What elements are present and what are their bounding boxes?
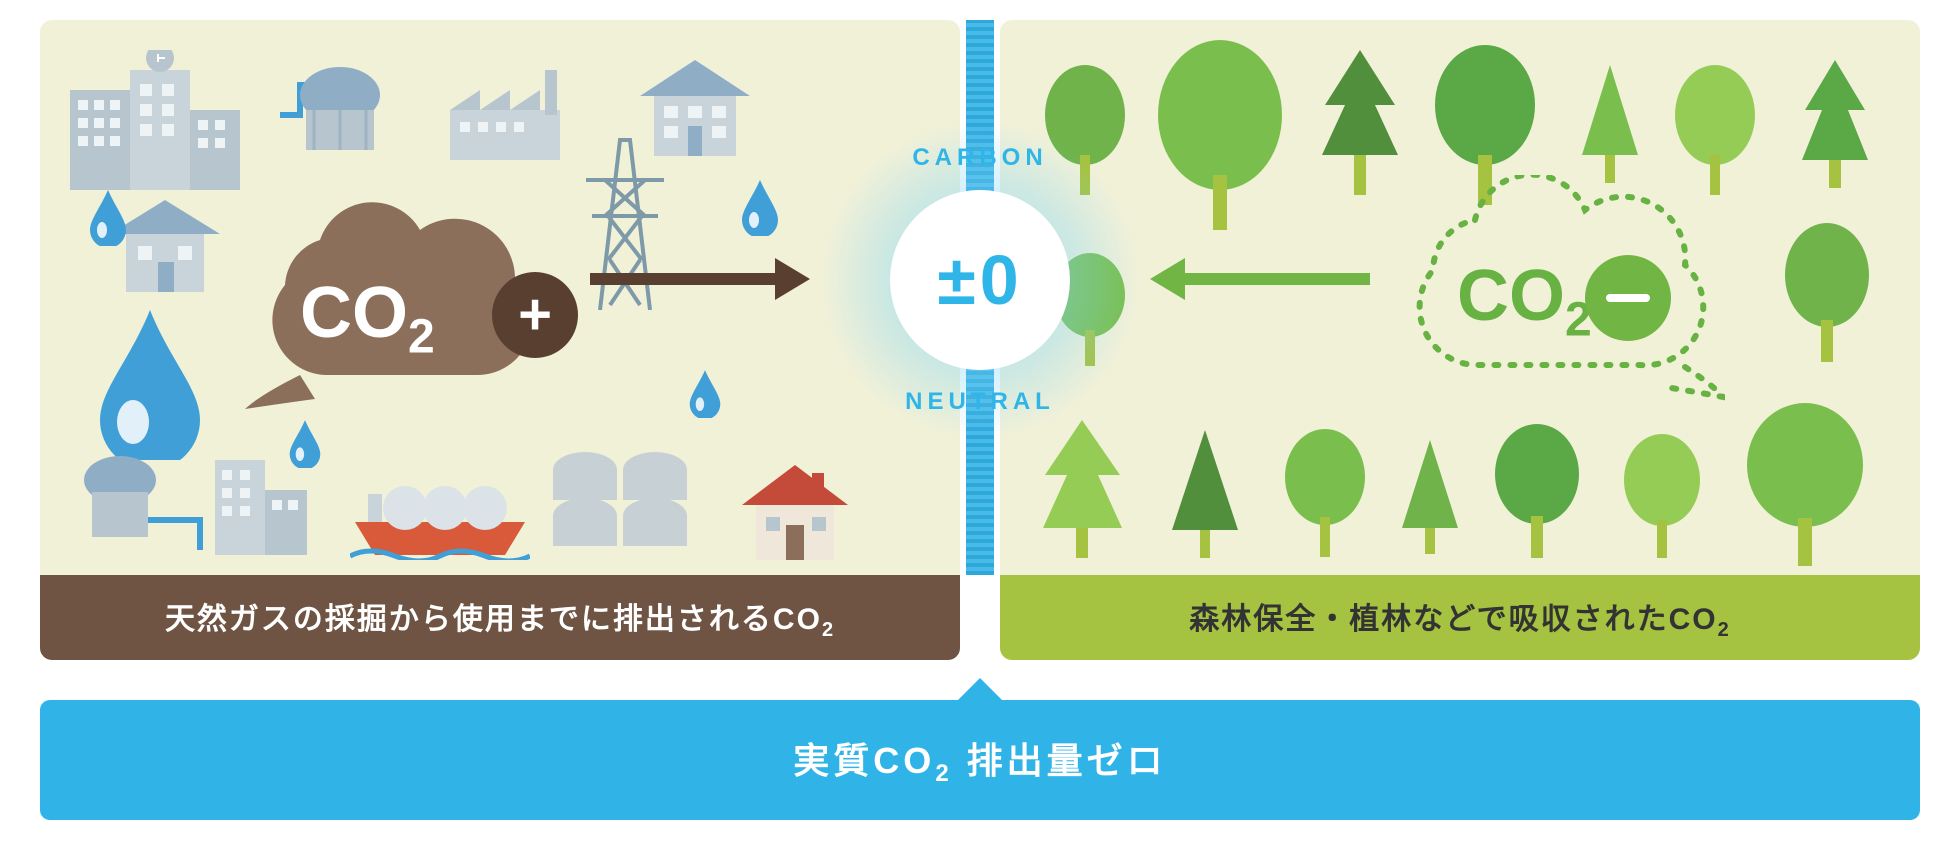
gas-tank-icon <box>280 55 400 165</box>
emissions-panel-body: CO2 + <box>40 20 960 575</box>
gas-tank-small-icon <box>70 450 310 560</box>
tree-icon <box>1040 60 1130 200</box>
net-zero-banner: 実質CO2 排出量ゼロ <box>40 700 1920 820</box>
pine-tree-icon <box>1580 65 1640 185</box>
ship-icon <box>350 460 530 560</box>
tree-icon <box>1740 400 1870 570</box>
pine-tree-icon <box>1170 430 1240 560</box>
red-house-icon <box>740 465 850 565</box>
office-building-icon <box>70 50 240 190</box>
tree-icon <box>1280 425 1370 560</box>
center-divider-bar <box>966 20 994 575</box>
co2-emission-cloud: CO2 + <box>240 200 550 400</box>
emissions-panel: CO2 + <box>40 20 960 660</box>
absorption-footer: 森林保全・植林などで吸収されたCO2 <box>1000 575 1920 660</box>
tree-icon <box>1150 35 1290 235</box>
absorption-panel-body: CO2 <box>1000 20 1920 575</box>
water-drop-icon <box>88 190 128 251</box>
water-drop-icon <box>740 180 780 241</box>
absorption-footer-text: 森林保全・植林などで吸収されたCO2 <box>1189 594 1731 642</box>
minus-badge <box>1585 255 1671 341</box>
tree-icon <box>1050 250 1130 370</box>
tree-icon <box>1490 420 1585 560</box>
tree-icon <box>1620 430 1705 560</box>
emissions-footer-text: 天然ガスの採掘から使用までに排出されるCO2 <box>165 594 835 642</box>
arrow-right-icon <box>590 266 810 292</box>
co2-absorption-cloud: CO2 <box>1385 175 1695 375</box>
co2-cloud-label: CO2 <box>300 272 435 364</box>
factory-icon <box>440 60 580 160</box>
infographic-root: CO2 + <box>40 20 1920 845</box>
tree-icon <box>1780 220 1875 365</box>
pine-tree-icon <box>1800 60 1870 190</box>
pine-tree-icon <box>1040 420 1125 560</box>
storage-tanks-icon <box>540 440 710 550</box>
water-drop-large-icon <box>95 310 205 465</box>
pine-tree-icon <box>1400 440 1460 555</box>
emissions-footer: 天然ガスの採掘から使用までに排出されるCO2 <box>40 575 960 660</box>
absorption-panel: CO2 森林保全・植林などで吸収されたCO2 <box>1000 20 1920 660</box>
co2-cloud-label: CO2 <box>1457 255 1592 347</box>
water-drop-icon <box>688 370 722 423</box>
banner-text: 実質CO2 排出量ゼロ <box>793 732 1166 788</box>
plus-badge: + <box>492 272 578 358</box>
arrow-left-icon <box>1150 266 1370 292</box>
